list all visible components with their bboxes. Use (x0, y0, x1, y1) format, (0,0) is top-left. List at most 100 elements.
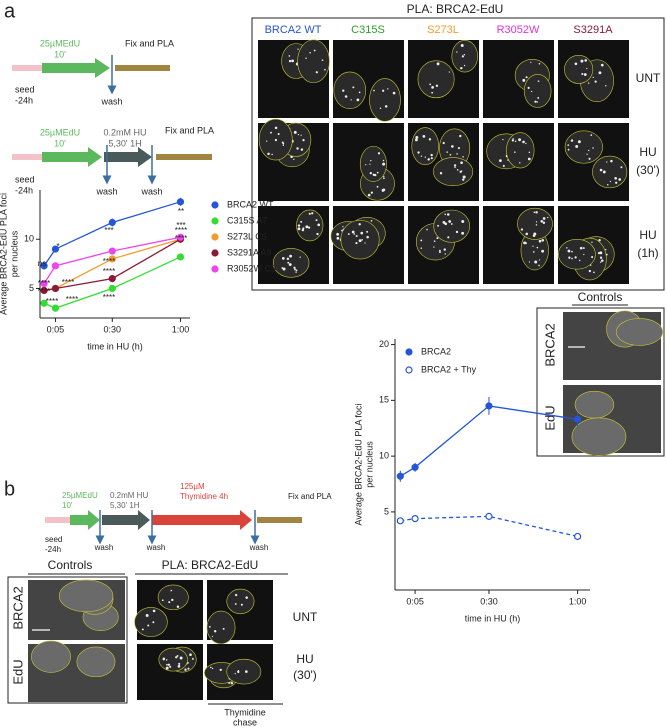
legend-marker (211, 217, 219, 225)
x-tick-label: 1:00 (569, 596, 587, 606)
foci (293, 130, 297, 134)
foci (460, 161, 463, 165)
foci (281, 267, 284, 269)
foci (602, 170, 606, 174)
foci (454, 166, 456, 169)
foci (433, 240, 436, 243)
foci (291, 59, 295, 63)
point (51, 284, 60, 293)
foci (152, 621, 155, 624)
foci (169, 665, 172, 668)
foci (165, 659, 168, 661)
nucleus (31, 640, 71, 673)
foci (176, 654, 179, 657)
foci (571, 257, 573, 260)
nucleus (571, 417, 627, 457)
timeline-text: Fix and PLA (288, 492, 332, 501)
foci (187, 662, 189, 664)
timeline-text: 10' (62, 501, 73, 510)
foci (424, 156, 426, 158)
panel-title: PLA: BRCA2-EdU (407, 2, 504, 16)
foci (590, 134, 593, 136)
foci (426, 228, 428, 231)
x-tick-label: 0:05 (406, 596, 424, 606)
foci (591, 255, 594, 259)
timeline-text: Fix and PLA (125, 38, 174, 48)
y-axis-label: Average BRCA2-EdU PLA foci (353, 404, 363, 526)
foci (448, 71, 450, 73)
foci (213, 630, 217, 633)
foci (537, 80, 540, 82)
foci (610, 159, 613, 163)
point (176, 198, 185, 206)
y-tick-label: 5 (29, 283, 34, 293)
foci (382, 162, 386, 166)
foci (600, 63, 604, 67)
foci (588, 269, 592, 273)
point (108, 218, 116, 227)
foci (358, 91, 361, 94)
foci (370, 191, 373, 194)
point (51, 304, 60, 312)
point (573, 532, 582, 541)
foci (420, 239, 423, 242)
nucleus (369, 78, 401, 122)
foci (191, 657, 194, 660)
foci (527, 86, 530, 89)
foci (308, 212, 311, 215)
foci (336, 232, 340, 236)
foci (245, 596, 248, 599)
foci (580, 59, 584, 63)
legend-marker (405, 348, 413, 356)
foci (525, 232, 529, 236)
foci (579, 246, 583, 250)
foci (295, 269, 298, 272)
timeline-text: 25µMEdU (40, 127, 80, 137)
foci (376, 185, 379, 188)
foci (289, 254, 292, 258)
timeline-text: Fix and PLA (165, 125, 214, 135)
nucleus (297, 39, 330, 84)
nucleus (359, 145, 387, 182)
x-tick-label: 1:00 (172, 324, 190, 334)
legend-marker (211, 201, 219, 209)
foci (451, 145, 454, 148)
foci (459, 170, 462, 173)
legend-label: S273L C5 (227, 231, 267, 241)
foci (324, 68, 326, 71)
foci (297, 133, 300, 136)
foci (536, 101, 539, 103)
foci (360, 231, 364, 235)
foci (538, 259, 541, 261)
row-label: BRCA2 (542, 323, 557, 366)
foci (449, 153, 452, 156)
foci (271, 153, 273, 156)
foci (456, 153, 458, 155)
foci (379, 107, 382, 109)
foci (369, 171, 373, 175)
timeline-text: 10' (54, 49, 66, 59)
foci (534, 100, 537, 103)
point (176, 233, 185, 241)
foci (586, 153, 588, 155)
foci (222, 627, 225, 630)
foci (614, 176, 617, 180)
foci (527, 157, 531, 161)
foci (428, 138, 432, 141)
foci (245, 670, 248, 673)
foci (598, 238, 601, 242)
foci (274, 138, 278, 142)
column-label: R3052W (497, 24, 540, 36)
foci (358, 239, 362, 243)
foci (210, 666, 212, 669)
foci (430, 157, 433, 160)
annotation: **** (175, 234, 187, 243)
column-label: S273L (427, 24, 459, 36)
foci (583, 253, 585, 256)
foci (446, 151, 448, 153)
timeline (12, 55, 170, 95)
foci (463, 53, 466, 56)
foci (288, 59, 292, 63)
column-label: S3291A (573, 24, 613, 36)
foci (366, 235, 369, 239)
